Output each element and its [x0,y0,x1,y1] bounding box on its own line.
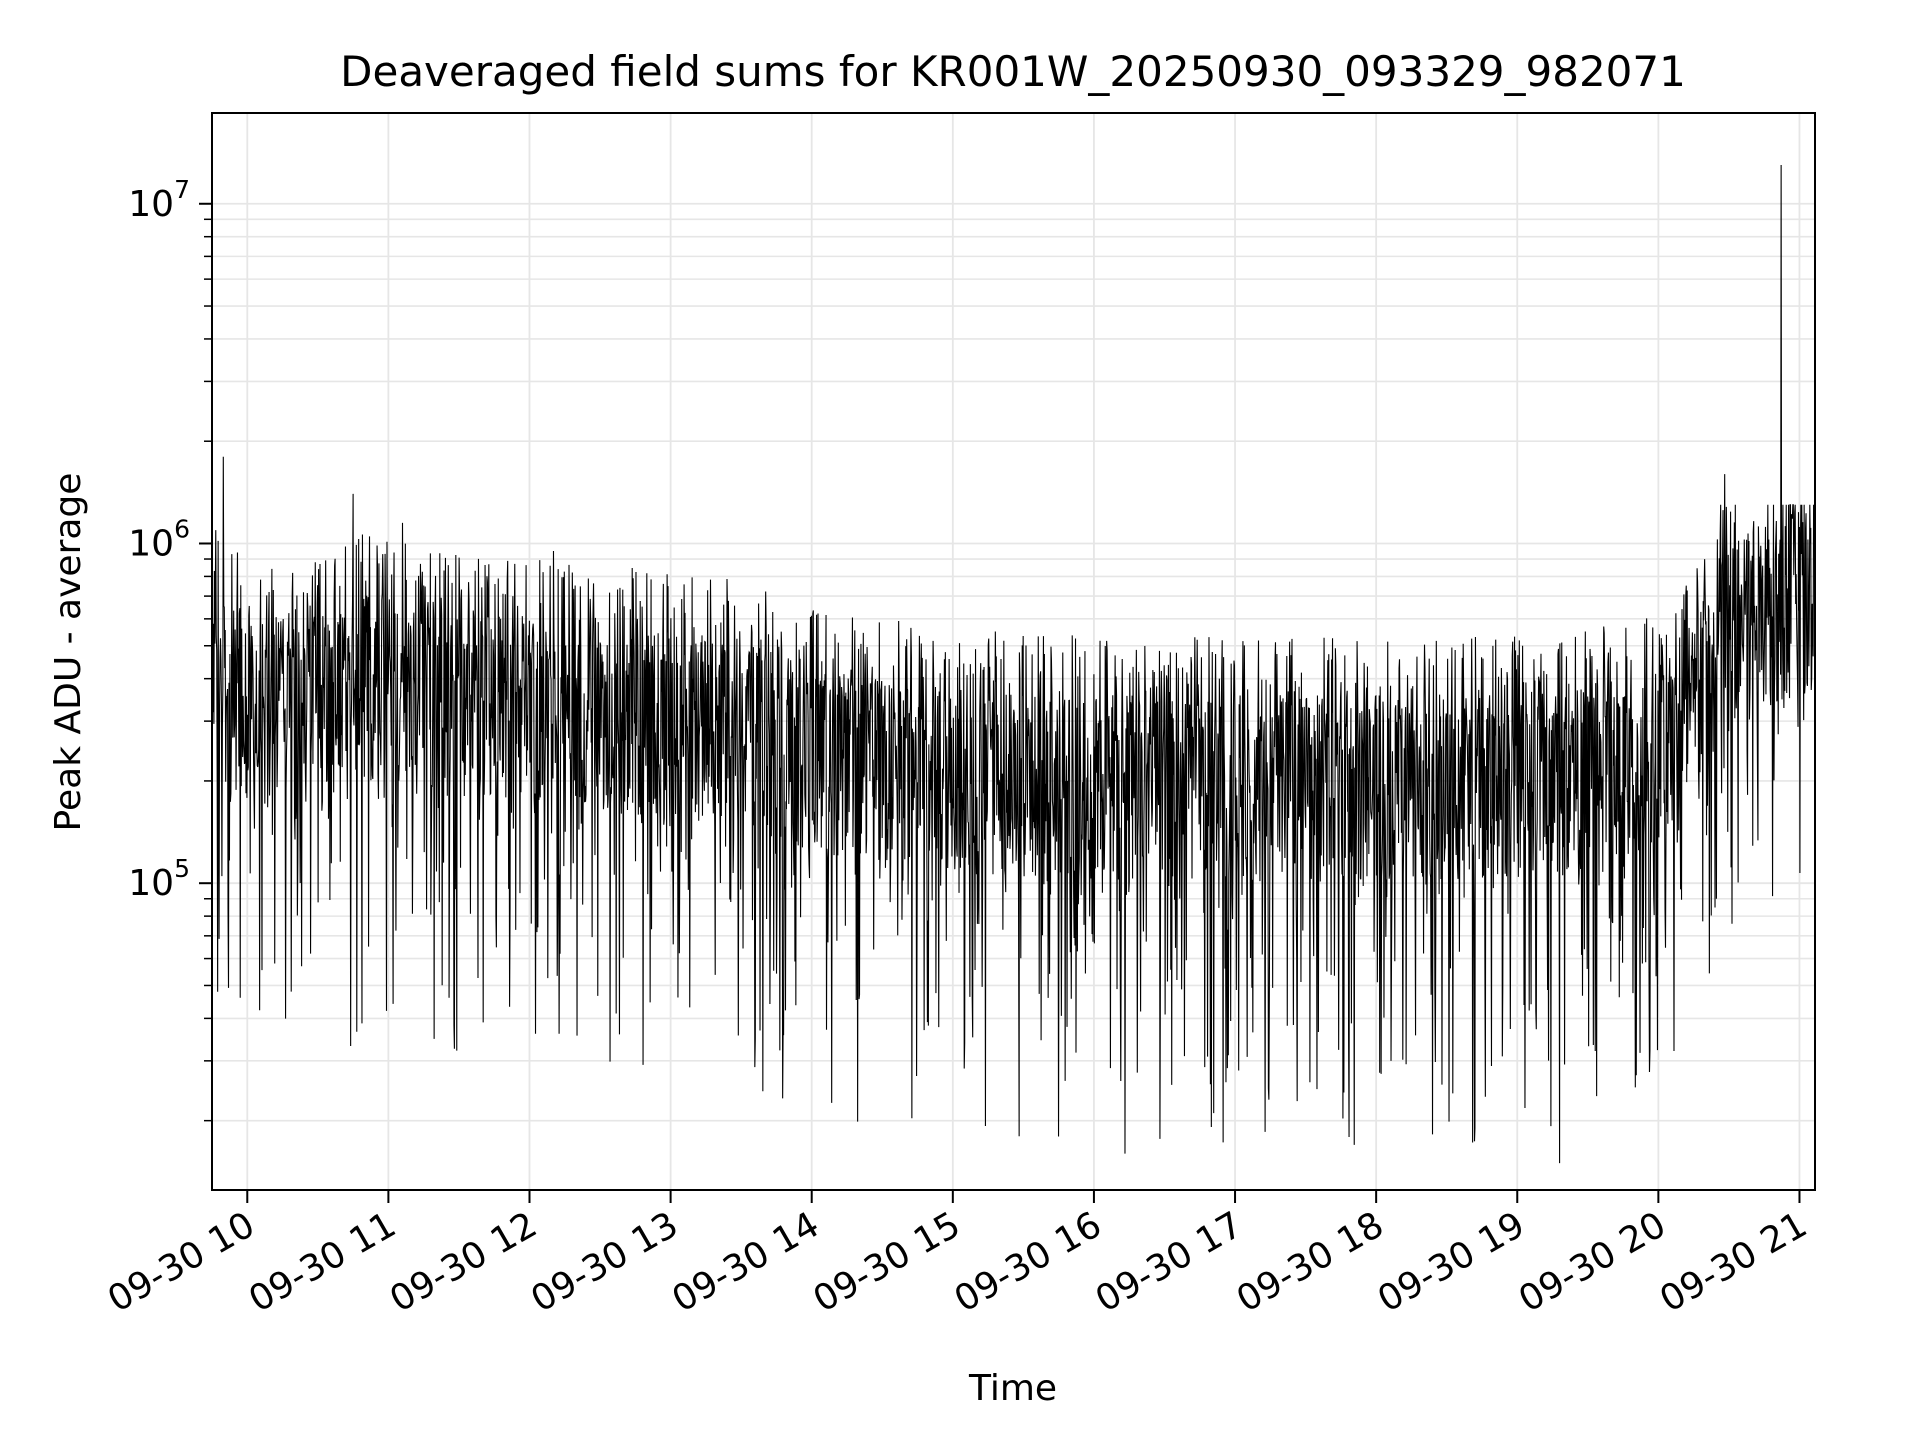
series-line-field-sums [211,165,1816,1164]
y-axis: 105 106 107 [128,175,212,1122]
y-axis-label: Peak ADU - average [48,473,89,832]
chart-title: Deaveraged field sums for KR001W_2025093… [340,47,1686,96]
y-tick-label: 105 [128,854,190,904]
y-tick-label: 106 [128,514,190,564]
y-tick-label: 107 [128,175,190,225]
plot-data [211,164,1816,1164]
x-axis-label: Time [968,1368,1057,1409]
plot-frame [211,112,1816,1191]
